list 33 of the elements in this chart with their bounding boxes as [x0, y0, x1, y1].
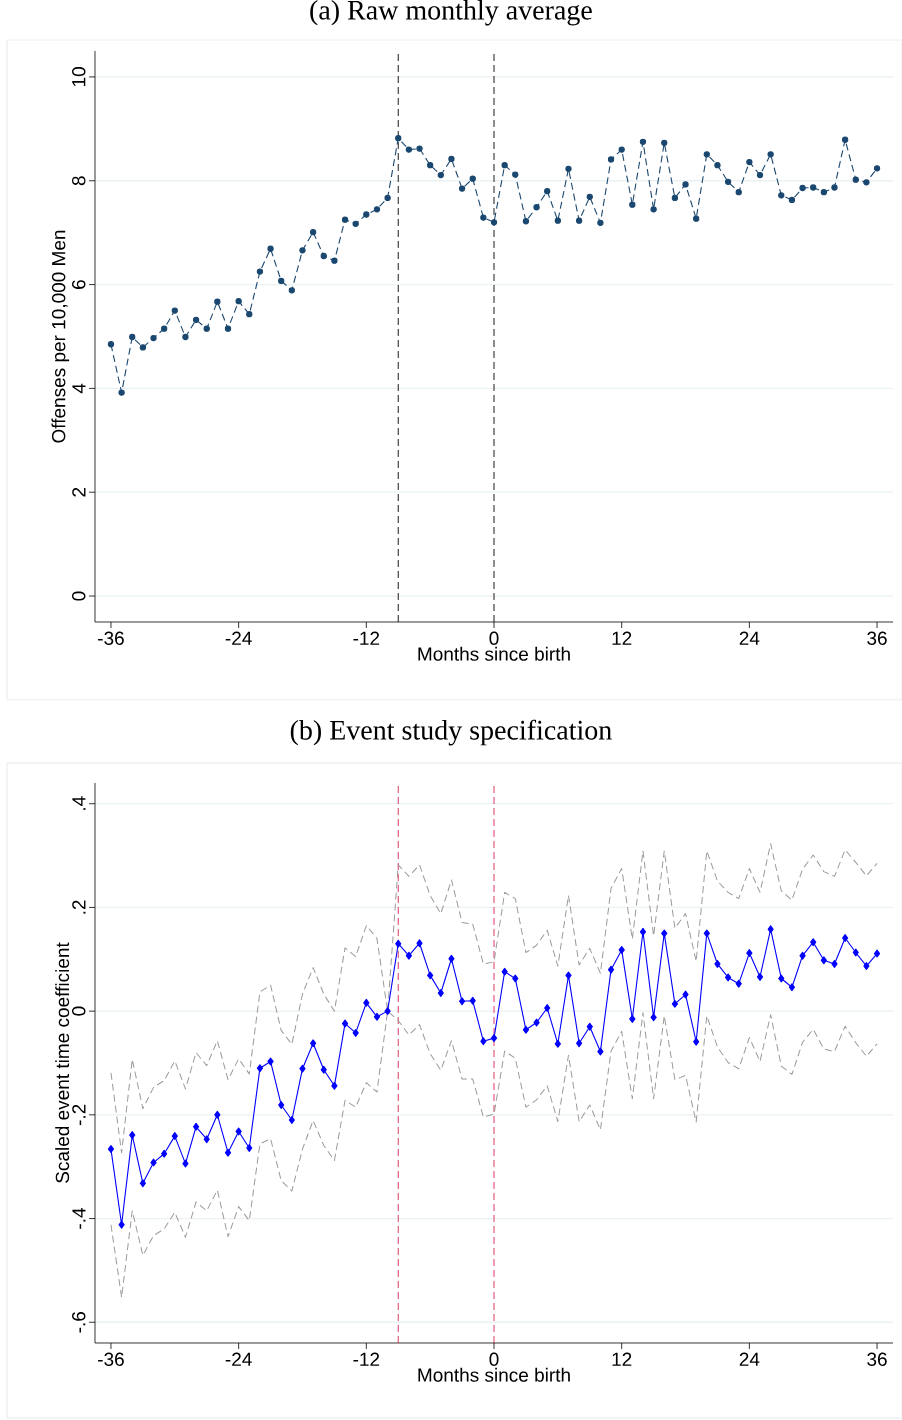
x-axis-title: Months since birth: [418, 1367, 570, 1382]
y-tick-label: 4: [72, 383, 86, 394]
y-tick-label: .4: [72, 796, 86, 810]
y-axis-title: Offenses per 10,000 Men: [51, 230, 70, 443]
x-tick-label: 12: [612, 1352, 632, 1366]
x-tick-label: 24: [739, 1352, 760, 1366]
y-tick-label: 0: [72, 1006, 86, 1016]
y-tick-label: .2: [72, 900, 86, 914]
y-tick-label: -.4: [72, 1208, 86, 1229]
x-tick-label: 24: [739, 631, 760, 645]
x-tick-label: -12: [353, 631, 380, 645]
chart-title: (a) Raw monthly average: [310, 0, 592, 26]
y-tick-label: -.6: [72, 1312, 86, 1333]
x-tick-label: 0: [489, 631, 499, 645]
x-tick-label: 36: [867, 1352, 887, 1366]
y-tick-label: 6: [72, 280, 86, 289]
x-tick-label: 0: [489, 1352, 499, 1366]
y-tick-label: 0: [72, 591, 86, 601]
x-tick-label: 12: [612, 631, 632, 645]
x-tick-label: 36: [867, 631, 887, 645]
y-tick-label: 2: [72, 487, 86, 497]
x-tick-label: -36: [98, 631, 124, 645]
x-tick-label: -24: [225, 1352, 252, 1366]
y-axis-title: Scaled event time coefficient: [55, 942, 70, 1183]
y-tick-label: 8: [72, 176, 86, 186]
x-tick-label: -24: [225, 631, 252, 645]
line-series: [110, 843, 878, 1154]
y-tick-label: 10: [72, 67, 86, 87]
x-tick-label: -36: [98, 1352, 124, 1366]
x-tick-label: -12: [353, 1352, 380, 1366]
y-tick-label: -.2: [72, 1104, 86, 1126]
chart-title: (b) Event study specification: [290, 719, 612, 746]
x-axis-title: Months since birth: [418, 646, 570, 661]
